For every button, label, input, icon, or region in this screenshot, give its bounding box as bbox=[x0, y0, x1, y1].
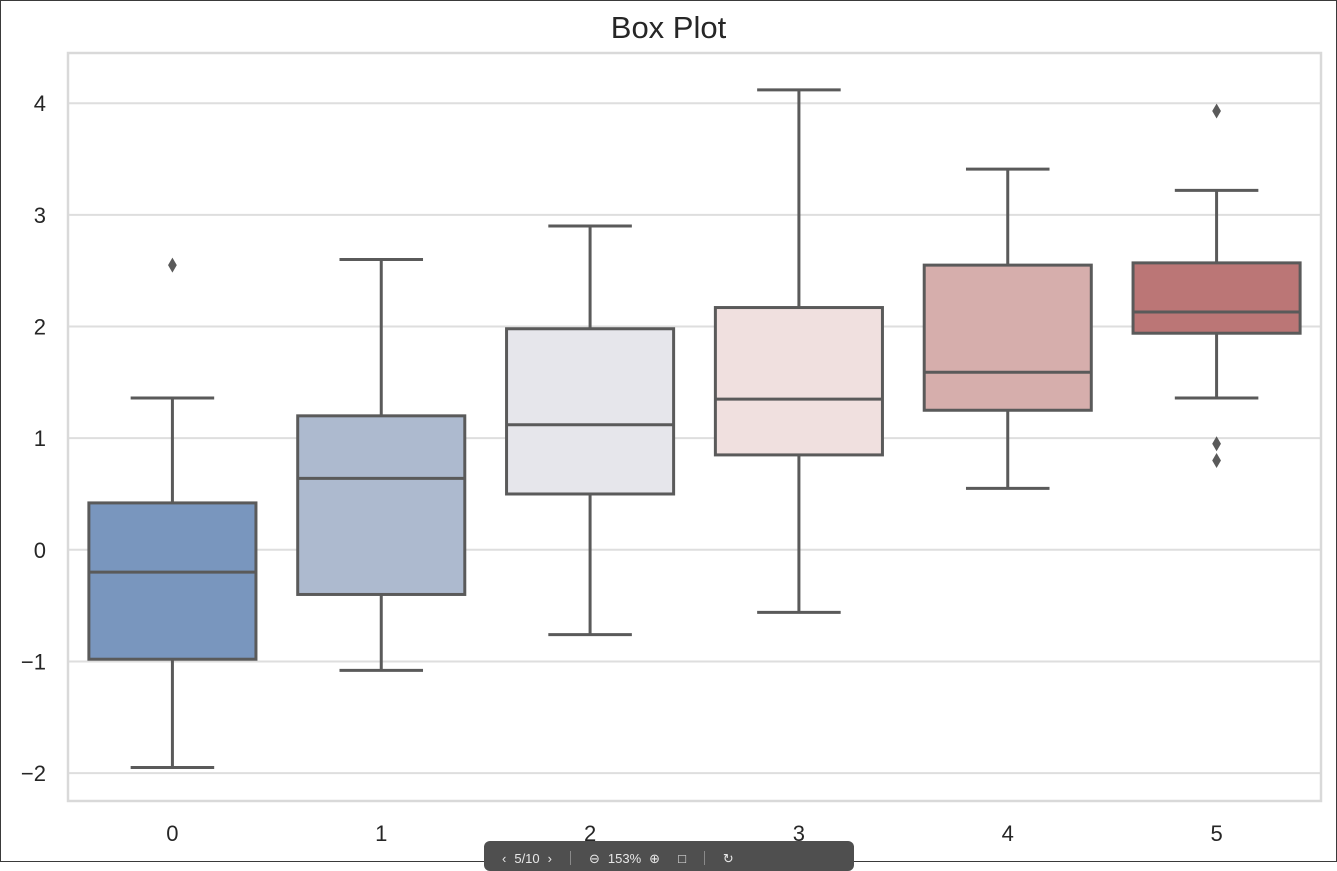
next-page-button[interactable]: › bbox=[547, 851, 552, 866]
y-tick-label: 2 bbox=[34, 315, 46, 340]
x-tick-label: 0 bbox=[166, 821, 178, 846]
x-tick-label: 4 bbox=[1002, 821, 1014, 846]
y-tick-label: 1 bbox=[34, 426, 46, 451]
outlier-point bbox=[1212, 103, 1221, 119]
outlier-point bbox=[168, 257, 177, 273]
x-tick-label: 1 bbox=[375, 821, 387, 846]
toolbar-divider bbox=[570, 851, 571, 865]
box-group bbox=[87, 257, 258, 770]
box-layer bbox=[87, 88, 1302, 770]
rotate-icon[interactable]: ↻ bbox=[722, 851, 734, 866]
box-group bbox=[296, 258, 467, 672]
y-tick-label: −2 bbox=[21, 761, 46, 786]
x-tick-label: 2 bbox=[584, 821, 596, 846]
axis-layer: −2 −1 0 1 2 3 4 0 1 2 3 4 5 bbox=[21, 51, 1323, 846]
box-body bbox=[505, 327, 676, 496]
grid-layer bbox=[68, 102, 1321, 775]
zoom-out-icon[interactable]: ⊖ bbox=[589, 851, 600, 866]
plot-frame bbox=[66, 51, 1323, 803]
zoom-level: 153% bbox=[607, 851, 642, 866]
box-body bbox=[1131, 261, 1302, 335]
box-body bbox=[296, 414, 467, 596]
zoom-in-icon[interactable]: ⊕ bbox=[649, 851, 661, 866]
y-tick-label: 4 bbox=[34, 91, 46, 116]
viewer-toolbar: ‹ 5/10 › ⊖ 153% ⊕ □ ↻ bbox=[484, 841, 854, 871]
y-tick-label: −1 bbox=[21, 649, 46, 674]
box-group bbox=[922, 167, 1093, 490]
y-tick-label: 0 bbox=[34, 538, 46, 563]
prev-page-button[interactable]: ‹ bbox=[502, 851, 507, 866]
x-tick-label: 3 bbox=[793, 821, 805, 846]
box-body bbox=[87, 501, 258, 661]
chart-title: Box Plot bbox=[610, 10, 727, 45]
y-tick-label: 3 bbox=[34, 203, 46, 228]
box-body bbox=[922, 263, 1093, 412]
toolbar-divider bbox=[703, 851, 705, 865]
outlier-point bbox=[1212, 436, 1221, 452]
box-group bbox=[713, 88, 884, 614]
page-indicator: 5/10 bbox=[514, 851, 540, 866]
box-group bbox=[505, 224, 676, 637]
fit-page-icon[interactable]: □ bbox=[678, 851, 686, 866]
outlier-point bbox=[1212, 453, 1221, 468]
box-body bbox=[713, 306, 884, 457]
x-tick-label: 5 bbox=[1210, 821, 1222, 846]
box-group bbox=[1131, 103, 1302, 468]
